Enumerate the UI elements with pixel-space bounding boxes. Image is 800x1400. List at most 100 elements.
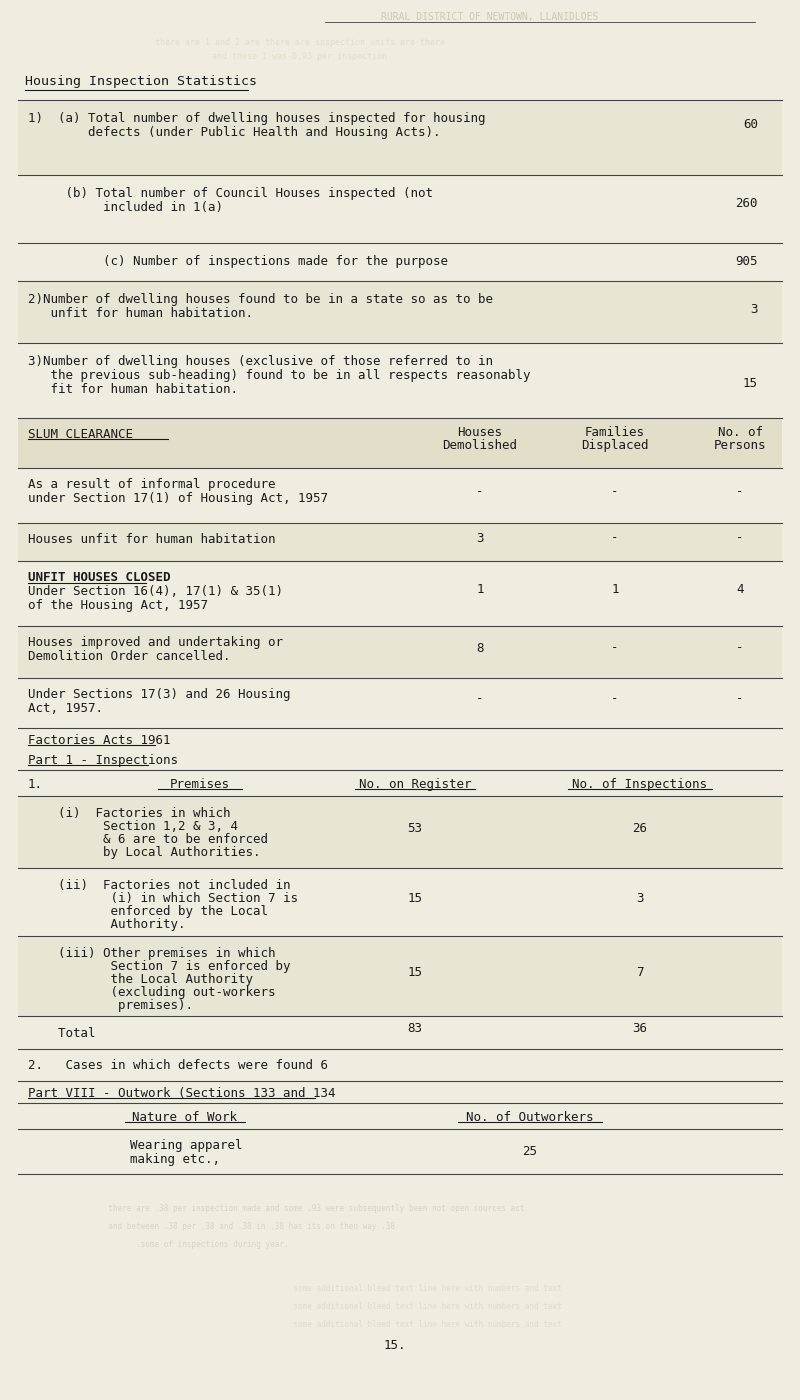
Text: -: - [736,693,744,706]
Text: (c) Number of inspections made for the purpose: (c) Number of inspections made for the p… [28,255,448,267]
Text: -: - [476,484,484,498]
Text: -: - [736,641,744,655]
Bar [18,419,782,468]
Bar [18,524,782,561]
Text: 3: 3 [750,302,758,316]
Text: 3)Number of dwelling houses (exclusive of those referred to in: 3)Number of dwelling houses (exclusive o… [28,356,493,368]
Text: 4: 4 [736,582,744,596]
Text: -: - [611,484,618,498]
Text: Families: Families [585,426,645,440]
Text: included in 1(a): included in 1(a) [28,202,223,214]
Text: (excluding out-workers: (excluding out-workers [28,986,275,1000]
Text: 15.: 15. [384,1338,406,1352]
Bar [18,937,782,1016]
Text: & 6 are to be enforced: & 6 are to be enforced [28,833,268,846]
Text: -: - [611,532,618,545]
Text: Under Section 16(4), 17(1) & 35(1): Under Section 16(4), 17(1) & 35(1) [28,585,283,598]
Text: the Local Authority: the Local Authority [28,973,253,986]
Text: .some of inspections during year.: .some of inspections during year. [25,1240,289,1249]
Text: the previous sub-heading) found to be in all respects reasonably: the previous sub-heading) found to be in… [28,370,530,382]
Text: Houses unfit for human habitation: Houses unfit for human habitation [28,533,275,546]
Text: defects (under Public Health and Housing Acts).: defects (under Public Health and Housing… [28,126,441,139]
Text: 260: 260 [735,197,758,210]
Text: Part VIII - Outwork (Sections 133 and 134: Part VIII - Outwork (Sections 133 and 13… [28,1086,335,1100]
Text: 25: 25 [522,1145,538,1158]
Text: SLUM CLEARANCE: SLUM CLEARANCE [28,428,133,441]
Text: 26: 26 [633,822,647,834]
Text: there are 1 and 2 are there are inspection units are there: there are 1 and 2 are there are inspecti… [155,38,445,48]
Text: No. of Inspections: No. of Inspections [573,778,707,791]
Text: 1)  (a) Total number of dwelling houses inspected for housing: 1) (a) Total number of dwelling houses i… [28,112,486,125]
Text: unfit for human habitation.: unfit for human habitation. [28,307,253,321]
Text: Total: Total [28,1028,95,1040]
Text: 3: 3 [476,532,484,545]
Text: No. of: No. of [718,426,762,440]
Text: No. of Outworkers: No. of Outworkers [466,1112,594,1124]
Bar [18,99,782,175]
Text: 1.: 1. [28,778,43,791]
Text: (ii)  Factories not included in: (ii) Factories not included in [28,879,290,892]
Text: Persons: Persons [714,440,766,452]
Text: 15: 15 [407,966,422,979]
Text: Section 7 is enforced by: Section 7 is enforced by [28,960,290,973]
Text: 36: 36 [633,1022,647,1035]
Text: and these 1 was 0.93 per inspection: and these 1 was 0.93 per inspection [213,52,387,62]
Text: Premises: Premises [170,778,230,791]
Text: -: - [736,484,744,498]
Bar [18,281,782,343]
Text: there are .38 per inspection made and some .93 were subsequently been not open s: there are .38 per inspection made and so… [25,1204,525,1212]
Text: 1: 1 [476,582,484,596]
Text: Displaced: Displaced [582,440,649,452]
Text: 83: 83 [407,1022,422,1035]
Text: making etc.,: making etc., [130,1154,220,1166]
Text: Authority.: Authority. [28,918,186,931]
Text: 60: 60 [743,118,758,132]
Text: No. on Register: No. on Register [358,778,471,791]
Text: premises).: premises). [28,1000,193,1012]
Text: Under Sections 17(3) and 26 Housing: Under Sections 17(3) and 26 Housing [28,687,290,701]
Text: RURAL DISTRICT OF NEWTOWN, LLANIDLOES: RURAL DISTRICT OF NEWTOWN, LLANIDLOES [382,13,598,22]
Text: some additional bleed text line here with numbers and text: some additional bleed text line here wit… [238,1320,562,1329]
Text: (i)  Factories in which: (i) Factories in which [28,806,230,820]
Bar [18,797,782,868]
Text: (b) Total number of Council Houses inspected (not: (b) Total number of Council Houses inspe… [28,188,433,200]
Text: enforced by the Local: enforced by the Local [28,904,268,918]
Text: UNFIT HOUSES CLOSED: UNFIT HOUSES CLOSED [28,571,170,584]
Text: 15: 15 [743,377,758,391]
Text: some additional bleed text line here with numbers and text: some additional bleed text line here wit… [238,1284,562,1294]
Text: Act, 1957.: Act, 1957. [28,701,103,715]
Text: As a result of informal procedure: As a result of informal procedure [28,477,275,491]
Text: Houses: Houses [458,426,502,440]
Text: 53: 53 [407,822,422,834]
Text: 7: 7 [636,966,644,979]
Text: 905: 905 [735,255,758,267]
Text: fit for human habitation.: fit for human habitation. [28,384,238,396]
Text: 15: 15 [407,892,422,904]
Text: Factories Acts 1961: Factories Acts 1961 [28,734,170,748]
Text: 2)Number of dwelling houses found to be in a state so as to be: 2)Number of dwelling houses found to be … [28,293,493,307]
Text: -: - [476,693,484,706]
Text: -: - [736,532,744,545]
Text: (i) in which Section 7 is: (i) in which Section 7 is [28,892,298,904]
Text: by Local Authorities.: by Local Authorities. [28,846,261,860]
Text: -: - [611,693,618,706]
Text: under Section 17(1) of Housing Act, 1957: under Section 17(1) of Housing Act, 1957 [28,491,328,505]
Text: and between .38 per .38 and .38 in .38 has its on then way .38: and between .38 per .38 and .38 in .38 h… [25,1222,395,1231]
Text: Part 1 - Inspections: Part 1 - Inspections [28,755,178,767]
Text: 2.   Cases in which defects were found 6: 2. Cases in which defects were found 6 [28,1058,328,1072]
Text: some additional bleed text line here with numbers and text: some additional bleed text line here wit… [238,1302,562,1310]
Text: Houses improved and undertaking or: Houses improved and undertaking or [28,636,283,650]
Text: -: - [611,641,618,655]
Text: Section 1,2 & 3, 4: Section 1,2 & 3, 4 [28,820,238,833]
Text: Wearing apparel: Wearing apparel [130,1140,242,1152]
Text: Housing Inspection Statistics: Housing Inspection Statistics [25,76,257,88]
Bar [18,626,782,678]
Text: Demolished: Demolished [442,440,518,452]
Text: (iii) Other premises in which: (iii) Other premises in which [28,946,275,960]
Text: of the Housing Act, 1957: of the Housing Act, 1957 [28,599,208,612]
Text: 3: 3 [636,892,644,904]
Text: 8: 8 [476,641,484,655]
Text: 1: 1 [611,582,618,596]
Text: Demolition Order cancelled.: Demolition Order cancelled. [28,650,230,664]
Text: Nature of Work: Nature of Work [133,1112,238,1124]
